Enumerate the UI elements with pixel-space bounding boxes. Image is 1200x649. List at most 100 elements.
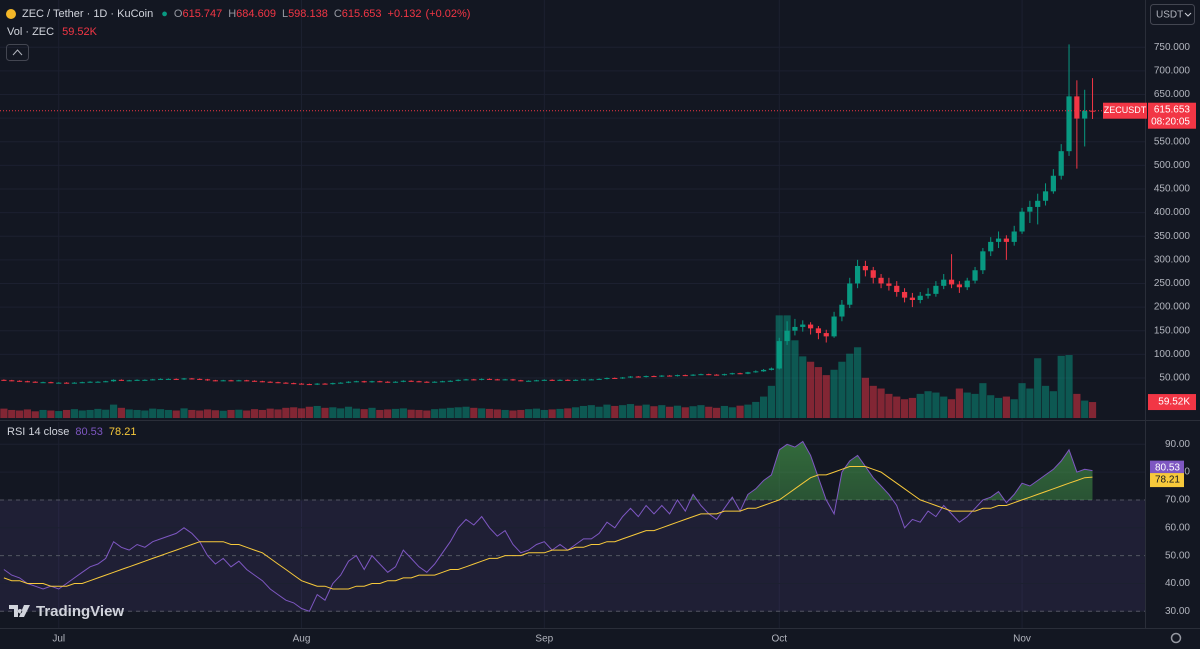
candle-body xyxy=(878,277,884,284)
candle-body xyxy=(212,380,218,382)
volume-bar xyxy=(1002,396,1010,418)
rsi-tick-label: 30.00 xyxy=(1165,606,1190,617)
volume-bar xyxy=(587,405,595,418)
ohlc-label: L xyxy=(282,8,288,20)
volume-bar xyxy=(462,406,470,418)
candle-body xyxy=(667,375,673,377)
volume-bar xyxy=(908,397,916,418)
candle-body xyxy=(24,381,31,383)
volume-bar xyxy=(619,405,627,418)
candle-body xyxy=(494,379,500,381)
volume-bar xyxy=(172,410,180,418)
candle-body xyxy=(345,381,352,383)
candle-body xyxy=(901,291,908,298)
candle-body xyxy=(306,384,312,386)
volume-bar xyxy=(861,377,870,418)
candle-body xyxy=(283,382,289,384)
currency-select[interactable] xyxy=(1150,4,1195,25)
ohlc-label: O xyxy=(174,8,183,20)
candle-body xyxy=(330,383,336,385)
volume-bar xyxy=(196,410,204,418)
coin-icon xyxy=(6,9,16,19)
candle-body xyxy=(244,380,250,382)
volume-bar xyxy=(219,410,227,418)
volume-tag xyxy=(1148,394,1196,411)
candle-body xyxy=(674,375,681,377)
volume-bar xyxy=(1073,393,1081,418)
volume-bar xyxy=(470,407,478,418)
candle-body xyxy=(63,382,70,384)
candle-body xyxy=(980,251,986,271)
rsi-last: 80.53 xyxy=(75,426,103,438)
volume-bar xyxy=(720,405,729,418)
candle-body xyxy=(408,380,414,382)
volume-bar xyxy=(955,388,963,418)
candle-body xyxy=(721,374,728,376)
candle-body xyxy=(228,380,234,382)
candle-body xyxy=(682,375,688,377)
volume-bar xyxy=(102,409,110,418)
change-percent: (+0.02%) xyxy=(426,8,471,20)
volume-bar xyxy=(31,411,39,418)
candle-body xyxy=(471,379,477,381)
volume-bar xyxy=(697,405,705,418)
candle-body xyxy=(118,379,124,381)
volume-bar xyxy=(556,408,564,418)
volume-bar xyxy=(156,409,165,418)
candle-body xyxy=(620,377,626,379)
rsi-tick-label: 60.00 xyxy=(1165,522,1190,533)
volume-bar xyxy=(595,406,603,418)
volume-bar xyxy=(1034,358,1042,418)
candle-body xyxy=(275,382,281,384)
candle-body xyxy=(549,379,555,381)
volume-bar xyxy=(971,393,979,418)
volume-bar xyxy=(611,405,619,418)
volume-bar xyxy=(399,408,407,418)
volume-bar xyxy=(517,409,525,418)
volume-bar xyxy=(305,406,313,418)
candle-body xyxy=(854,265,861,284)
rsi-tick-label: 70.00 xyxy=(1165,495,1190,506)
volume-bar xyxy=(752,401,760,418)
volume-bar xyxy=(0,408,8,418)
close-value: 615.653 xyxy=(342,8,382,20)
x-tick-label: Oct xyxy=(771,634,787,645)
candle-body xyxy=(643,376,649,378)
volume-bar xyxy=(572,407,580,418)
candle-body xyxy=(1035,200,1041,207)
candle-body xyxy=(251,380,258,382)
price-label: 615.653 xyxy=(1154,104,1191,115)
volume-bar xyxy=(713,407,721,418)
collapse-button[interactable] xyxy=(6,44,29,61)
candle-body xyxy=(16,380,23,382)
volume-bar xyxy=(548,409,556,418)
candle-body xyxy=(447,380,453,382)
y-tick-label: 450.000 xyxy=(1154,184,1191,195)
volume-bar xyxy=(1065,355,1073,418)
volume-bar xyxy=(391,408,400,418)
volume-bar xyxy=(579,405,588,418)
settings-button[interactable] xyxy=(1170,632,1182,644)
candle-body xyxy=(204,379,211,381)
volume-bar xyxy=(235,409,243,418)
volume-bar xyxy=(666,406,674,418)
candle-body xyxy=(948,279,955,285)
candle-body xyxy=(596,378,602,380)
volume-bar xyxy=(55,411,63,418)
open-value: 615.747 xyxy=(182,8,222,20)
candle-body xyxy=(291,383,297,385)
candle-body xyxy=(369,381,375,383)
candle-body xyxy=(40,382,46,384)
volume-bar xyxy=(532,408,541,418)
volume-bar xyxy=(8,409,16,418)
rsi-ma-last: 78.21 xyxy=(109,426,137,438)
volume-bar xyxy=(297,408,306,418)
candle-body xyxy=(87,381,93,383)
candle-body xyxy=(267,381,273,383)
candle-body xyxy=(745,372,751,374)
candle-body xyxy=(714,374,720,376)
volume-bar xyxy=(313,405,321,418)
volume-bar xyxy=(227,409,235,418)
volume-bar xyxy=(830,369,838,418)
